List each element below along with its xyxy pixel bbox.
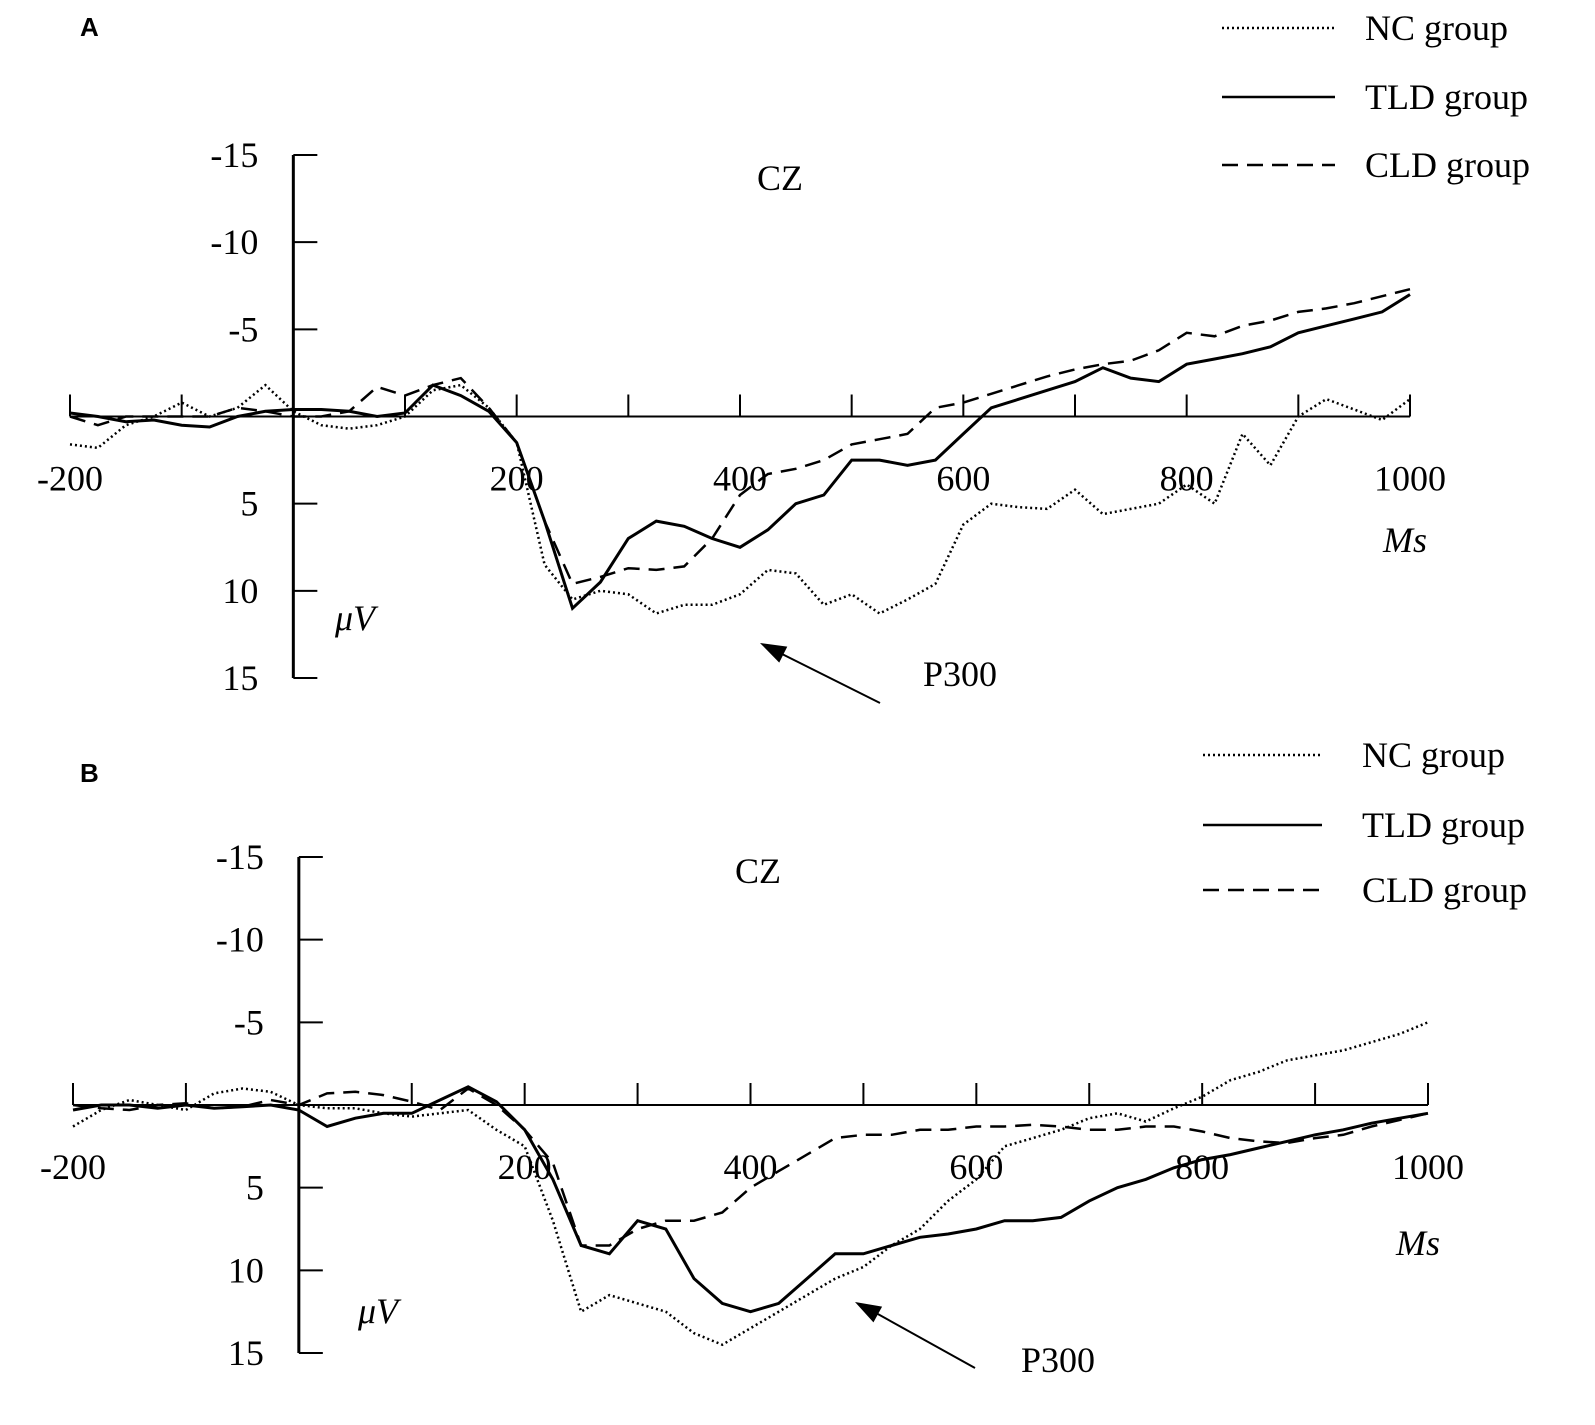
annotation: P300 <box>923 654 997 694</box>
y-axis-label: μV <box>334 598 379 638</box>
x-tick-label: 400 <box>713 459 767 499</box>
series-line <box>72 1085 1429 1314</box>
x-tick-label: 400 <box>724 1147 778 1187</box>
x-tick-label: -200 <box>37 459 103 499</box>
panel-label: A <box>80 12 99 42</box>
y-tick-label: -5 <box>228 309 258 349</box>
legend-label: TLD group <box>1365 77 1528 117</box>
arrow-head <box>855 1302 883 1323</box>
annotation: P300 <box>1021 1340 1095 1380</box>
y-tick-label: -15 <box>216 837 264 877</box>
y-tick-label: -5 <box>234 1002 264 1042</box>
x-tick-label: 600 <box>949 1147 1003 1187</box>
y-tick-label: 15 <box>228 1333 264 1373</box>
legend-label: CLD group <box>1362 870 1527 910</box>
x-tick-label: 1000 <box>1374 459 1446 499</box>
y-tick-label: 15 <box>222 658 258 698</box>
series-line <box>69 287 1411 586</box>
legend-label: TLD group <box>1362 805 1525 845</box>
chart-title: CZ <box>735 851 781 891</box>
x-axis-label: Ms <box>1382 520 1427 560</box>
y-tick-label: -10 <box>210 222 258 262</box>
y-tick-label: 5 <box>240 484 258 524</box>
annotation-arrow <box>866 1307 976 1369</box>
series-line <box>72 1086 1429 1247</box>
chart-title: CZ <box>757 158 803 198</box>
x-tick-label: 800 <box>1160 459 1214 499</box>
x-axis-label: Ms <box>1395 1223 1440 1263</box>
y-tick-label: 10 <box>228 1250 264 1290</box>
y-axis-label: μV <box>357 1291 402 1331</box>
y-tick-label: 10 <box>222 571 258 611</box>
y-tick-label: -10 <box>216 920 264 960</box>
y-tick-label: -15 <box>210 135 258 175</box>
arrow-head <box>760 643 788 663</box>
x-tick-label: -200 <box>40 1147 106 1187</box>
legend-label: NC group <box>1362 735 1505 775</box>
x-tick-label: 1000 <box>1392 1147 1464 1187</box>
legend-label: CLD group <box>1365 145 1530 185</box>
x-tick-label: 800 <box>1175 1147 1229 1187</box>
x-tick-label: 200 <box>498 1147 552 1187</box>
series-line <box>69 383 1411 615</box>
x-tick-label: 600 <box>936 459 990 499</box>
panel-label: B <box>80 758 99 788</box>
annotation-arrow <box>771 648 881 704</box>
y-tick-label: 5 <box>246 1168 264 1208</box>
legend-label: NC group <box>1365 8 1508 48</box>
series-line <box>69 293 1411 612</box>
